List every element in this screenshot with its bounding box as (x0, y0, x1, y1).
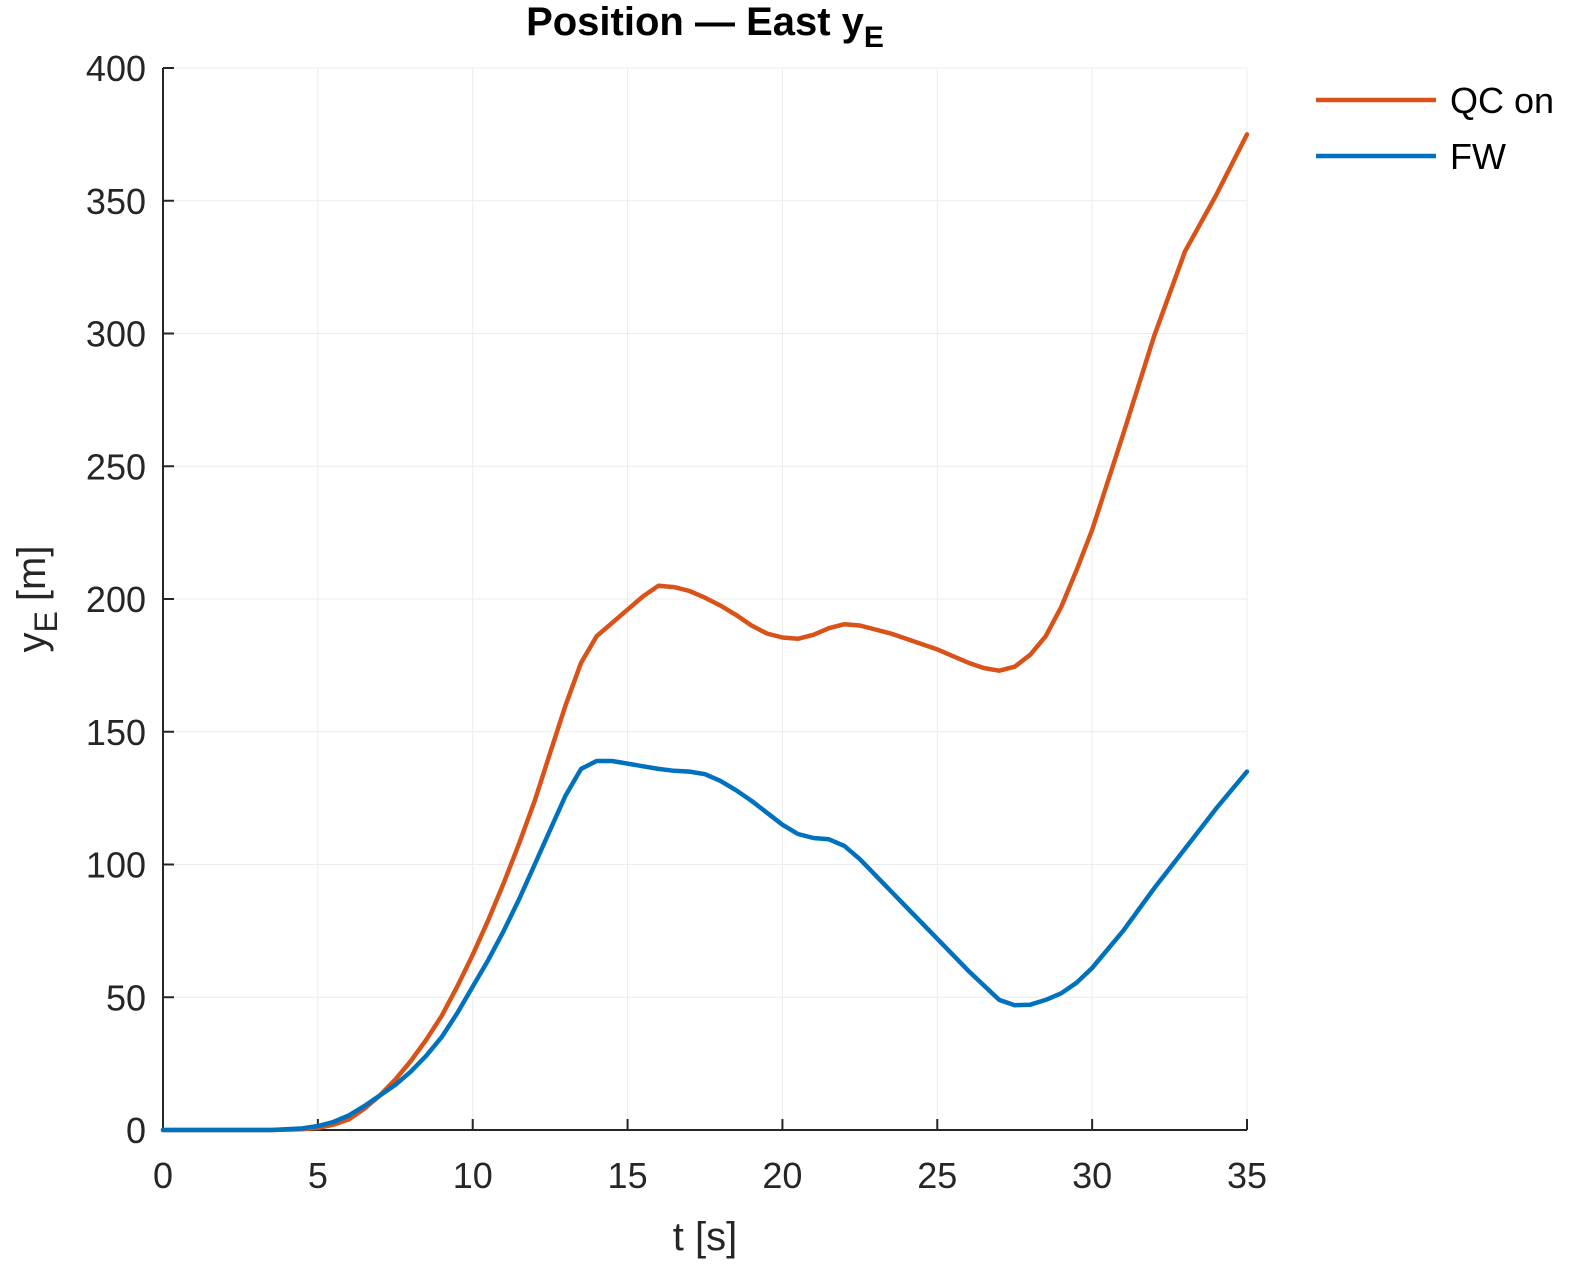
legend-label: QC on (1450, 80, 1554, 121)
y-tick-label: 100 (86, 845, 146, 886)
series-layer (160, 132, 1250, 1133)
legend: QC on FW (1316, 80, 1554, 177)
x-tick-label: 5 (308, 1155, 328, 1196)
y-axis-label-main: y (10, 632, 54, 652)
y-axis-label-subscript: E (28, 611, 64, 632)
series-line (160, 132, 1250, 1133)
x-tick-label: 30 (1072, 1155, 1112, 1196)
x-tick-label: 25 (917, 1155, 957, 1196)
y-tick-label: 350 (86, 181, 146, 222)
series-line (160, 758, 1250, 1133)
y-tick-label: 300 (86, 314, 146, 355)
y-tick-label: 0 (126, 1110, 146, 1151)
x-axis-label: t [s] (673, 1215, 737, 1259)
y-axis-label: yE [m] (10, 546, 64, 653)
y-tick-label: 200 (86, 579, 146, 620)
y-tick-label: 150 (86, 712, 146, 753)
chart-title-subscript: E (864, 21, 884, 54)
x-tick-label: 15 (608, 1155, 648, 1196)
y-axis-label-unit: [m] (10, 546, 54, 602)
x-tick-label: 10 (453, 1155, 493, 1196)
x-tick-label: 35 (1227, 1155, 1267, 1196)
x-tick-label: 0 (153, 1155, 173, 1196)
y-tick-label: 400 (86, 48, 146, 89)
y-tick-label: 50 (106, 977, 146, 1018)
legend-label: FW (1450, 136, 1506, 177)
chart-title-main: Position — East y (526, 0, 865, 44)
x-tick-label: 20 (762, 1155, 802, 1196)
chart-title: Position — East yE (526, 0, 884, 54)
y-tick-label: 250 (86, 446, 146, 487)
